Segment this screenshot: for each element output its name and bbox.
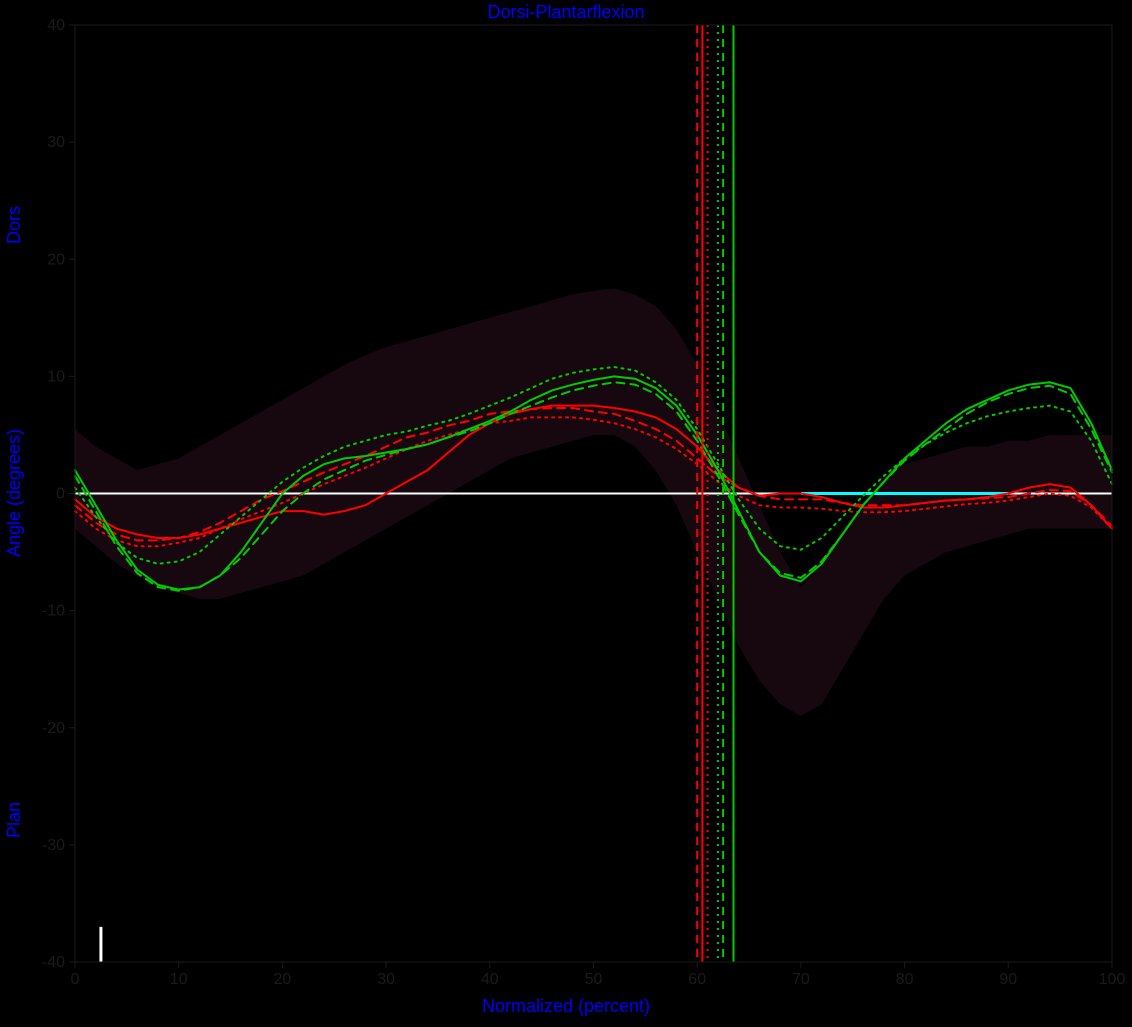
x-tick-label: 30	[377, 971, 395, 988]
y-sub-label-bottom: Plan	[4, 802, 24, 838]
x-tick-label: 80	[896, 971, 914, 988]
x-tick-label: 10	[170, 971, 188, 988]
plot-area: 0 10 20 30 40 50 60 70 80 90 100 -40 -30 -20 -10 0 10 20 3…	[42, 17, 1126, 988]
y-tick-label: -10	[42, 603, 65, 620]
y-tick-label: 30	[47, 134, 65, 151]
x-tick-label: 50	[585, 971, 603, 988]
y-tick-label: -40	[42, 954, 65, 971]
y-tick-label: 10	[47, 368, 65, 385]
x-axis-label: Normalized (percent)	[482, 996, 650, 1016]
x-tick-label: 0	[71, 971, 80, 988]
x-tick-label: 100	[1099, 971, 1126, 988]
y-sub-label-top: Dors	[4, 206, 24, 244]
x-tick-label: 20	[274, 971, 292, 988]
x-tick-label: 90	[999, 971, 1017, 988]
y-axis-label: Angle (degrees)	[4, 429, 24, 557]
chart-title: Dorsi-Plantarflexion	[487, 2, 644, 22]
y-tick-label: 0	[56, 486, 65, 503]
y-tick-label: -20	[42, 720, 65, 737]
x-tick-label: 70	[792, 971, 810, 988]
dorsi-plantarflexion-chart: 0 10 20 30 40 50 60 70 80 90 100 -40 -30 -20 -10 0 10 20 3…	[0, 0, 1132, 1027]
x-tick-label: 40	[481, 971, 499, 988]
y-tick-label: -30	[42, 837, 65, 854]
y-tick-label: 40	[47, 17, 65, 34]
y-tick-label: 20	[47, 251, 65, 268]
x-tick-label: 60	[688, 971, 706, 988]
